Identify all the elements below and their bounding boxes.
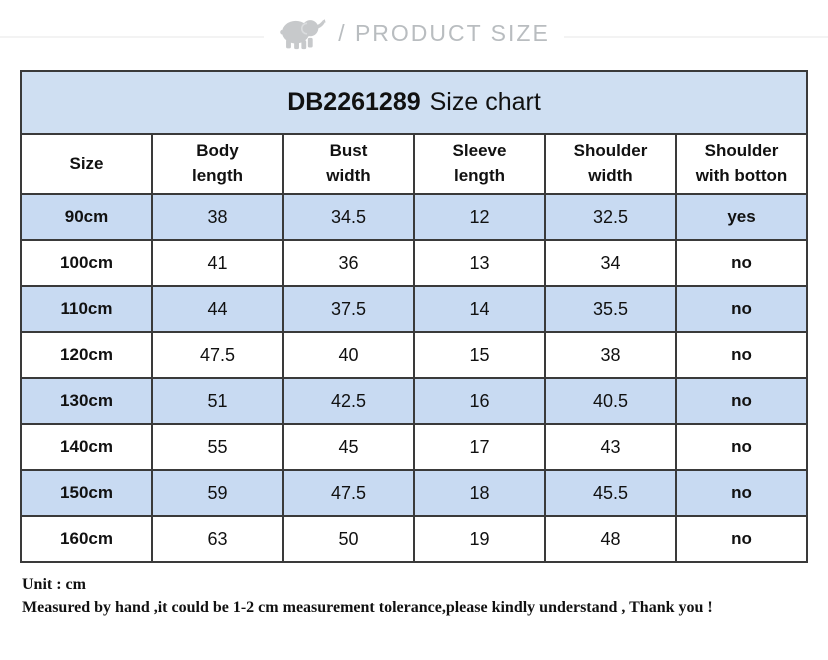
body-length-value: 63 <box>151 515 284 563</box>
size-label: 100cm <box>20 239 153 287</box>
shoulder-button-value: no <box>675 331 808 379</box>
size-row-90cm: 90cm 38 34.5 12 32.5 yes <box>20 193 808 241</box>
column-header-body-length: Body length <box>151 133 284 195</box>
unit-note: Unit : cm <box>22 576 86 593</box>
shoulder-width-value: 48 <box>544 515 677 563</box>
size-row-130cm: 130cm 51 42.5 16 40.5 no <box>20 377 808 425</box>
shoulder-button-value: no <box>675 515 808 563</box>
sleeve-length-value: 18 <box>413 469 546 517</box>
column-header-shoulder-button: Shoulder with botton <box>675 133 808 195</box>
shoulder-button-value: yes <box>675 193 808 241</box>
size-label: 150cm <box>20 469 153 517</box>
footer-notes: Unit : cm Measured by hand ,it could be … <box>22 573 828 619</box>
body-length-value: 51 <box>151 377 284 425</box>
sleeve-length-value: 15 <box>413 331 546 379</box>
sleeve-length-value: 17 <box>413 423 546 471</box>
shoulder-width-value: 45.5 <box>544 469 677 517</box>
shoulder-width-value: 34 <box>544 239 677 287</box>
bust-width-value: 36 <box>282 239 415 287</box>
sleeve-length-value: 12 <box>413 193 546 241</box>
shoulder-button-value: no <box>675 239 808 287</box>
size-row-120cm: 120cm 47.5 40 15 38 no <box>20 331 808 379</box>
body-length-value: 41 <box>151 239 284 287</box>
shoulder-button-value: no <box>675 469 808 517</box>
body-length-value: 47.5 <box>151 331 284 379</box>
table-title-row: DB2261289 Size chart <box>20 70 808 135</box>
column-header-sleeve-length: Sleeve length <box>413 133 546 195</box>
product-size-label: / PRODUCT SIZE <box>338 19 550 46</box>
table-header-row: Size Body length Bust width Sleeve length S… <box>20 133 808 195</box>
product-size-banner: / PRODUCT SIZE <box>0 0 828 66</box>
shoulder-width-value: 35.5 <box>544 285 677 333</box>
bust-width-value: 47.5 <box>282 469 415 517</box>
size-label: 140cm <box>20 423 153 471</box>
banner-content: / PRODUCT SIZE <box>264 15 564 51</box>
shoulder-width-value: 32.5 <box>544 193 677 241</box>
size-chart-table: DB2261289 Size chart Size Body length Bust… <box>20 70 808 563</box>
bust-width-value: 37.5 <box>282 285 415 333</box>
size-label: 90cm <box>20 193 153 241</box>
bust-width-value: 34.5 <box>282 193 415 241</box>
body-length-value: 44 <box>151 285 284 333</box>
tolerance-note: Measured by hand ,it could be 1-2 cm mea… <box>22 599 713 617</box>
bust-width-value: 40 <box>282 331 415 379</box>
elephant-icon <box>278 15 328 51</box>
bust-width-value: 45 <box>282 423 415 471</box>
column-header-shoulder-width: Shoulder width <box>544 133 677 195</box>
body-length-value: 59 <box>151 469 284 517</box>
size-row-140cm: 140cm 55 45 17 43 no <box>20 423 808 471</box>
column-header-bust-width: Bust width <box>282 133 415 195</box>
sleeve-length-value: 14 <box>413 285 546 333</box>
body-length-value: 55 <box>151 423 284 471</box>
size-label: 160cm <box>20 515 153 563</box>
size-row-160cm: 160cm 63 50 19 48 no <box>20 515 808 563</box>
shoulder-button-value: no <box>675 423 808 471</box>
product-code: DB2261289 <box>287 88 421 116</box>
sleeve-length-value: 16 <box>413 377 546 425</box>
shoulder-width-value: 40.5 <box>544 377 677 425</box>
size-row-150cm: 150cm 59 47.5 18 45.5 no <box>20 469 808 517</box>
shoulder-width-value: 43 <box>544 423 677 471</box>
size-label: 110cm <box>20 285 153 333</box>
size-row-110cm: 110cm 44 37.5 14 35.5 no <box>20 285 808 333</box>
table-title-text: Size chart <box>429 88 541 116</box>
sleeve-length-value: 19 <box>413 515 546 563</box>
column-header-size: Size <box>20 133 153 195</box>
size-row-100cm: 100cm 41 36 13 34 no <box>20 239 808 287</box>
shoulder-button-value: no <box>675 285 808 333</box>
table-title: DB2261289 Size chart <box>20 70 808 135</box>
sleeve-length-value: 13 <box>413 239 546 287</box>
size-label: 130cm <box>20 377 153 425</box>
shoulder-button-value: no <box>675 377 808 425</box>
bust-width-value: 50 <box>282 515 415 563</box>
body-length-value: 38 <box>151 193 284 241</box>
size-label: 120cm <box>20 331 153 379</box>
bust-width-value: 42.5 <box>282 377 415 425</box>
shoulder-width-value: 38 <box>544 331 677 379</box>
